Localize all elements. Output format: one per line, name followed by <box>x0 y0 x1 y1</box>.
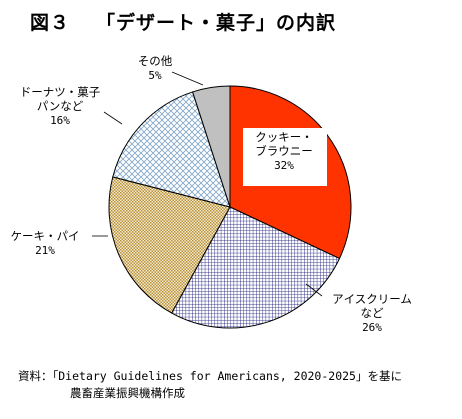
source-note: 資料：「Dietary Guidelines for Americans, 20… <box>18 368 402 402</box>
pie-slice-other <box>191 85 231 208</box>
category-label-ice-cream-1: アイスクリーム <box>332 292 412 306</box>
pct-label-cookies-brownies: 32% <box>274 159 294 172</box>
pie-slices <box>108 85 352 329</box>
figure-title: 図３ 「デザート・菓子」の内訳 <box>30 8 336 35</box>
category-label-cakes-pies-1: ケーキ・パイ <box>11 229 80 243</box>
pct-label-donuts-pastries: 16% <box>50 114 70 127</box>
category-label-donuts-pastries-1: ドーナツ・菓子 <box>20 85 101 99</box>
pie-slice-donuts-pastries <box>112 91 231 208</box>
leader-line-donuts-pastries <box>103 111 123 125</box>
figure-title-text: 「デザート・菓子」の内訳 <box>96 12 337 34</box>
leader-line-other <box>171 71 204 86</box>
label-box-cookies-brownies <box>243 128 327 186</box>
category-label-cookies-brownies-2: ブラウニー <box>255 144 313 158</box>
pct-label-ice-cream: 26% <box>362 321 382 334</box>
leader-line-ice-cream <box>305 283 323 297</box>
pie-slice-cakes-pies <box>108 176 231 314</box>
pct-label-cakes-pies: 21% <box>35 244 55 257</box>
source-line-1: 資料：「Dietary Guidelines for Americans, 20… <box>18 369 402 383</box>
source-line-2: 農畜産業振興機構作成 <box>70 386 185 400</box>
category-label-ice-cream-2: など <box>361 306 384 320</box>
pct-label-other: 5% <box>148 69 162 82</box>
category-label-other-1: その他 <box>138 54 173 68</box>
category-label-donuts-pastries-2: パンなど <box>37 99 84 113</box>
figure-number: 図３ <box>30 12 71 34</box>
leader-lines <box>92 71 323 297</box>
category-label-cookies-brownies-1: クッキー・ <box>255 130 313 144</box>
